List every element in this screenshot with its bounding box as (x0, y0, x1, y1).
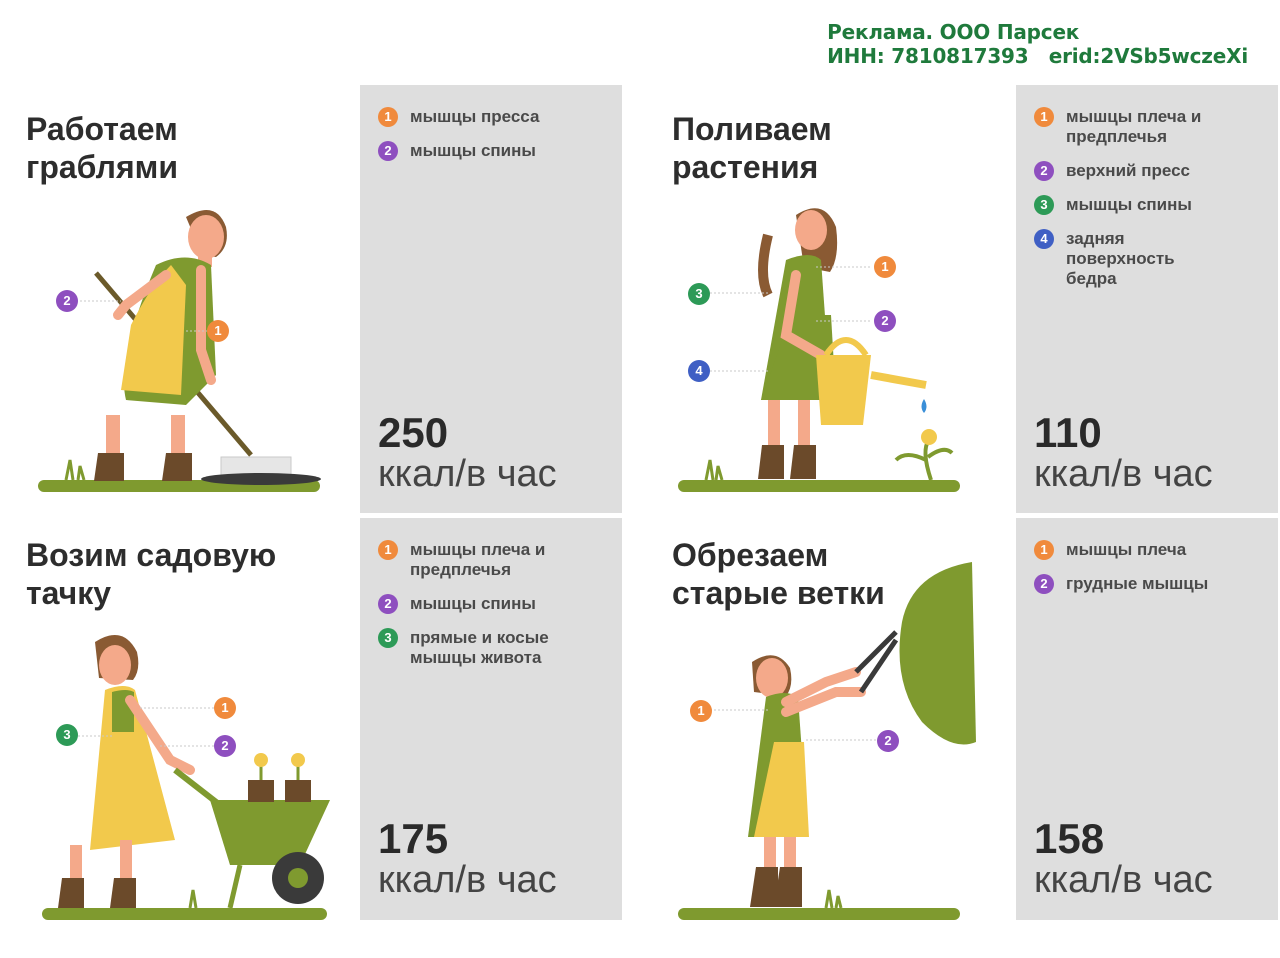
muscle-item: 1 мышцы плеча и предплечья (378, 540, 612, 580)
kcal-unit: ккал/в час (378, 453, 557, 495)
muscle-list-watering: 1 мышцы плеча и предплечья 2 верхний пресс… (1034, 107, 1268, 303)
muscle-item: 1 мышцы плеча и предплечья (1034, 107, 1268, 147)
badge-2: 2 (378, 594, 398, 614)
wheelbarrow-illustration (42, 634, 330, 920)
muscle-item: 1 мышцы пресса (378, 107, 612, 127)
muscle-item: 1 мышцы плеча (1034, 540, 1268, 560)
kcal-value: 110 (1034, 409, 1102, 456)
badge-3: 3 (1034, 195, 1054, 215)
card-panel-wheelbarrow: 1 мышцы плеча и предплечья 2 мышцы спины 3… (360, 518, 622, 920)
kcal-value: 175 (378, 815, 449, 862)
badge-2: 2 (378, 141, 398, 161)
card-panel-watering: 1 мышцы плеча и предплечья 2 верхний пресс… (1016, 85, 1278, 513)
wheelbarrow-marker-3: 3 (56, 724, 78, 746)
kcal-unit: ккал/в час (1034, 453, 1213, 495)
muscle-label: мышцы плеча и предплечья (1066, 107, 1202, 146)
rake-marker-1: 1 (207, 320, 229, 342)
ad-line-1: Реклама. ООО Парсек (827, 20, 1080, 44)
muscle-list-rake: 1 мышцы пресса 2 мышцы спины (378, 107, 612, 175)
muscle-list-wheelbarrow: 1 мышцы плеча и предплечья 2 мышцы спины 3… (378, 540, 612, 682)
card-title-watering: Поливаем растения (672, 111, 832, 185)
pruning-illustration (678, 562, 976, 920)
kcal-value: 250 (378, 409, 449, 456)
badge-4: 4 (1034, 229, 1054, 249)
watering-marker-2: 2 (874, 310, 896, 332)
muscle-label: прямые и косые мышцы живота (410, 628, 549, 667)
muscle-label: мышцы спины (410, 594, 536, 613)
kcal-unit: ккал/в час (1034, 859, 1213, 901)
muscle-item: 2 верхний пресс (1034, 161, 1268, 181)
muscle-label: мышцы спины (410, 141, 536, 160)
muscle-item: 2 мышцы спины (378, 141, 612, 161)
watering-marker-1: 1 (874, 256, 896, 278)
rake-illustration (38, 209, 321, 492)
muscle-label: мышцы пресса (410, 107, 540, 126)
muscle-item: 3 прямые и косые мышцы живота (378, 628, 612, 668)
badge-1: 1 (1034, 540, 1054, 560)
watering-illustration (678, 208, 960, 492)
badge-1: 1 (378, 107, 398, 127)
card-title-wheelbarrow: Возим садовую тачку (26, 537, 277, 611)
muscle-item: 2 грудные мышцы (1034, 574, 1268, 594)
pruning-marker-1: 1 (690, 700, 712, 722)
rake-marker-2: 2 (56, 290, 78, 312)
card-panel-pruning: 1 мышцы плеча 2 грудные мышцы 158 ккал/в ч… (1016, 518, 1278, 920)
muscle-label: задняя поверхность бедра (1066, 229, 1175, 288)
wheelbarrow-marker-2: 2 (214, 735, 236, 757)
card-title-pruning: Обрезаем старые ветки (672, 537, 885, 611)
kcal-value: 158 (1034, 815, 1105, 862)
kcal-unit: ккал/в час (378, 859, 557, 901)
muscle-item: 3 мышцы спины (1034, 195, 1268, 215)
card-title-rake: Работаем граблями (26, 111, 178, 185)
wheelbarrow-marker-1: 1 (214, 697, 236, 719)
badge-1: 1 (1034, 107, 1054, 127)
muscle-list-pruning: 1 мышцы плеча 2 грудные мышцы (1034, 540, 1268, 608)
ad-line-2: ИНН: 7810817393 erid:2VSb5wczeXi (827, 44, 1248, 68)
muscle-label: мышцы спины (1066, 195, 1192, 214)
muscle-label: верхний пресс (1066, 161, 1190, 180)
badge-2: 2 (1034, 161, 1054, 181)
watering-marker-3: 3 (688, 283, 710, 305)
muscle-label: грудные мышцы (1066, 574, 1209, 593)
muscle-item: 2 мышцы спины (378, 594, 612, 614)
muscle-label: мышцы плеча (1066, 540, 1187, 559)
badge-1: 1 (378, 540, 398, 560)
card-panel-rake: 1 мышцы пресса 2 мышцы спины 250 ккал/в ча… (360, 85, 622, 513)
badge-2: 2 (1034, 574, 1054, 594)
badge-3: 3 (378, 628, 398, 648)
pruning-marker-2: 2 (877, 730, 899, 752)
muscle-item: 4 задняя поверхность бедра (1034, 229, 1268, 289)
ad-label: Реклама. ООО Парсек ИНН: 7810817393 erid… (827, 20, 1248, 68)
watering-marker-4: 4 (688, 360, 710, 382)
muscle-label: мышцы плеча и предплечья (410, 540, 546, 579)
